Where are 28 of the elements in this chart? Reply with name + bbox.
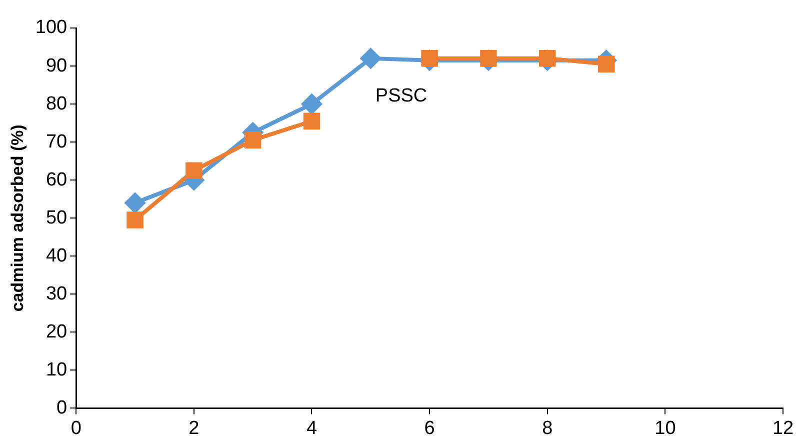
x-tick-label: 8: [542, 418, 553, 439]
x-tick-label: 6: [424, 418, 435, 439]
point: [244, 132, 262, 149]
y-tick-label: 90: [46, 55, 68, 76]
point: [126, 212, 144, 228]
point: [598, 56, 615, 72]
y-tick-label: 20: [46, 321, 68, 342]
y-tick-label: 100: [35, 17, 68, 38]
y-tick-label: 30: [46, 283, 68, 304]
x-tick-label: 4: [306, 418, 318, 439]
y-tick-label: 10: [46, 359, 68, 380]
point: [303, 112, 320, 130]
point: [360, 48, 381, 68]
y-tick-label: 60: [46, 169, 68, 190]
y-tick-label: 40: [46, 245, 68, 266]
y-tick-label: 70: [46, 131, 68, 152]
x-tick-label: 0: [70, 418, 82, 439]
point: [186, 162, 202, 179]
annotation: PSSC: [375, 86, 428, 107]
y-axis-title: cadmium adsorbed (%): [8, 124, 27, 312]
y-tick-label: 0: [56, 397, 68, 418]
point: [125, 192, 146, 213]
y-tick-label: 50: [46, 207, 68, 228]
x-tick-label: 2: [188, 418, 200, 439]
x-tick-label: 12: [772, 418, 794, 439]
point: [302, 94, 322, 114]
y-tick-label: 80: [46, 93, 68, 114]
x-tick-label: 10: [654, 418, 676, 439]
